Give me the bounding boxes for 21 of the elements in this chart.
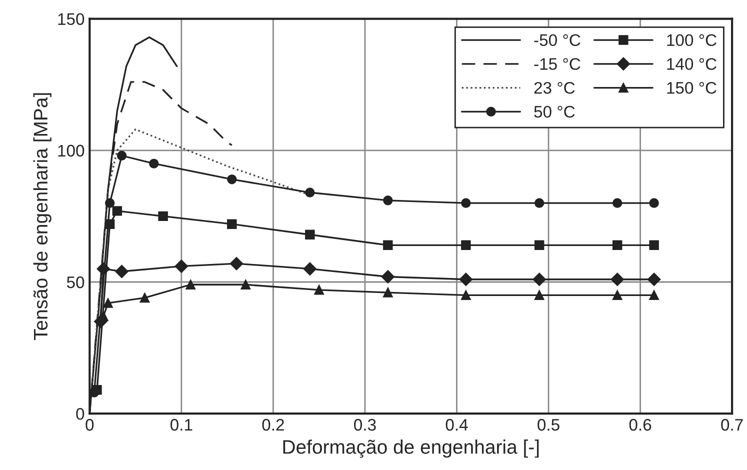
x-tick-label: 0.1 — [170, 418, 192, 431]
x-tick-label: 0 — [86, 418, 94, 431]
y-tick-label: 100 — [58, 144, 84, 157]
y-axis-title: Tensão de engenharia [MPa] — [33, 93, 52, 340]
x-tick-label: 0.7 — [721, 418, 743, 431]
y-tick-label: 50 — [66, 276, 84, 288]
legend-label: 50 °C — [534, 106, 575, 118]
x-tick-label: 0.2 — [262, 418, 284, 431]
x-axis-title: Deformação de engenharia [-] — [283, 440, 539, 458]
x-tick-label: 0.3 — [354, 418, 376, 431]
legend-label: 23 °C — [534, 82, 575, 94]
legend-label: -15 °C — [534, 58, 580, 70]
y-tick-label: 0 — [76, 408, 84, 420]
legend-label: -50 °C — [534, 34, 580, 46]
x-tick-label: 0.5 — [538, 418, 560, 431]
legend-label: 100 °C — [667, 34, 716, 46]
legend-label: 150 °C — [667, 82, 716, 94]
legend-label: 140 °C — [667, 58, 716, 70]
x-tick-label: 0.4 — [446, 418, 468, 431]
y-tick-label: 150 — [58, 13, 84, 26]
x-tick-label: 0.6 — [629, 418, 652, 431]
